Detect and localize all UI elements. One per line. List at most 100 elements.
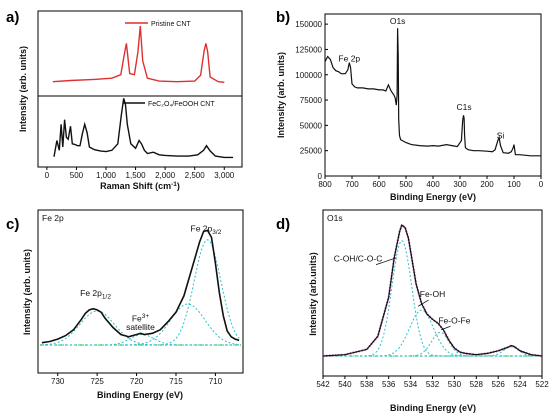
panel-b-x-tick-label: 800 [318,180,332,189]
panel-c-peak-label-text: Fe 2p [80,288,102,298]
panel-d-x-tick-label: 540 [338,380,352,389]
panel-d-leader-line [375,257,397,266]
panel-d-x-tick-label: 530 [448,380,462,389]
panel-a-series [52,25,234,159]
panel-b-x-axis-title: Binding Energy (eV) [390,192,476,202]
panel-d-peak-label: Fe-OH [420,289,446,299]
panel-a: a) 0 500 1,000 1,500 2,000 2,500 3,000 Raman S… [6,9,243,191]
panel-a-x-ticks: 0 500 1,000 1,500 2,000 2,500 3,000 [45,167,235,180]
series-fe2p-spectrum-line [41,229,240,344]
panel-d-x-tick-label: 534 [404,380,418,389]
panel-c-component-fit [41,333,240,346]
panel-d-annotations: C-OH/C-O-C Fe-OH Fe-O-Fe [334,254,471,331]
panel-d-x-tick-label: 542 [316,380,330,389]
panel-b-y-tick-label: 50000 [300,121,323,130]
panel-d-x-axis-title: Binding Energy (eV) [390,403,476,413]
panel-c-peak-label: Fe3+ [132,313,150,324]
panel-a-x-label-sup: -1 [171,181,177,188]
panel-a-x-label-main: Raman Shift (cm [100,181,171,191]
panel-b-y-tick-label: 125000 [295,45,322,54]
panel-c-peak-label-text: Fe [132,314,142,324]
panel-d-component-fit [328,309,536,357]
panel-c: c) Fe 2p 730 725 720 715 710 Fe 2p1/2 Fe3+sat… [6,209,244,400]
panel-d-x-ticks: 542 540 538 536 534 532 530 528 526 524 522 [316,376,549,389]
panel-b-annotations: Fe 2p O1s C1s Si [338,16,504,140]
panel-b: b) 800 700 600 500 400 300 200 100 0 0 25000 50000… [276,9,544,202]
panel-c-annotations: Fe 2p1/2 Fe3+satellite Fe 2p3/2 [80,224,222,332]
panel-d-x-tick-label: 532 [426,380,440,389]
panel-c-x-tick-label: 720 [130,377,144,386]
panel-d-leader-line [418,299,429,307]
series-survey-spectrum-line [324,28,541,157]
panel-a-legend-fec2o4: FeC₂O₄/FeOOH CNT [123,101,215,108]
panel-d-component-fit [328,331,536,357]
panel-c-x-tick-label: 730 [51,377,65,386]
legend-label-fec2o4: FeC₂O₄/FeOOH CNT [148,101,215,108]
panel-b-x-tick-label: 600 [372,180,386,189]
series-pristine-cnt-line [52,25,225,83]
panel-b-y-axis-title: Intensity (arb. units) [276,52,286,138]
panel-b-y-ticks: 0 25000 50000 75000 100000 125000 150000 [295,20,328,181]
panel-c-peak-label-text: Fe 2p [191,224,213,234]
panel-d-x-tick-label: 536 [382,380,396,389]
panel-c-series [41,229,240,344]
panel-d-x-tick-label: 538 [360,380,374,389]
panel-b-x-tick-label: 100 [507,180,521,189]
panel-b-frame [324,13,542,177]
panel-d-component-fit [328,346,536,357]
panel-b-x-tick-label: 500 [399,180,413,189]
panel-c-x-ticks: 730 725 720 715 710 [51,373,223,386]
panel-c-x-axis-title: Binding Energy (eV) [97,390,183,400]
panel-b-x-tick-label: 0 [539,180,544,189]
panel-c-title: Fe 2p [42,213,64,223]
panel-a-x-tick-label: 500 [70,171,84,180]
panel-d-x-tick-label: 524 [513,380,527,389]
series-o1s-spectrum-line [322,224,543,357]
panel-c-x-tick-label: 710 [209,377,223,386]
panel-b-x-tick-label: 300 [453,180,467,189]
panel-b-series [324,28,541,157]
panel-c-peak-label: Fe 2p3/2 [191,224,222,237]
panel-d-x-tick-label: 522 [535,380,549,389]
panel-d-x-tick-label: 528 [470,380,484,389]
panel-a-legend-pristine: Pristine CNT [125,21,191,28]
panel-c-x-tick-label: 715 [169,377,183,386]
panel-c-peak-label: satellite [126,322,155,332]
panel-c-peak-label: Fe 2p1/2 [80,288,111,301]
panel-b-peak-label: O1s [390,16,406,26]
series-fec2o4-feooh-cnt-line [53,98,234,159]
panel-a-x-tick-label: 2,500 [185,171,206,180]
panel-a-label: a) [6,9,19,26]
legend-label-pristine: Pristine CNT [151,21,191,28]
panel-d-title: O1s [327,213,343,223]
panel-c-fit-curves [40,239,241,346]
panel-b-x-ticks: 800 700 600 500 400 300 200 100 0 [318,176,544,189]
panel-a-x-tick-label: 1,500 [126,171,147,180]
panel-b-y-tick-label: 100000 [295,71,322,80]
panel-c-peak-label-text: satellite [126,322,155,332]
panel-a-x-tick-label: 1,000 [96,171,117,180]
panel-b-label: b) [276,9,290,26]
panel-d-series [322,224,543,357]
panel-a-x-axis-title: Raman Shift (cm-1) [100,181,180,191]
panel-a-frame [37,10,243,168]
panel-d-y-axis-title: Intensity (arb.units) [308,252,318,336]
panel-d-label: d) [276,216,290,233]
panel-d-x-tick-label: 526 [492,380,506,389]
panel-c-label: c) [6,216,19,233]
panel-a-x-tick-label: 3,000 [214,171,235,180]
panel-a-x-tick-label: 0 [45,171,50,180]
panel-d-leader-line [441,325,451,331]
panel-b-x-tick-label: 200 [480,180,494,189]
panel-b-peak-label: C1s [456,102,471,112]
panel-b-y-tick-label: 25000 [300,147,323,156]
panel-b-peak-label: Fe 2p [338,54,360,64]
panel-d-peak-label: C-OH/C-O-C [334,254,383,264]
panel-b-y-tick-label: 0 [318,172,323,181]
panel-a-y-axis-title: Intensity (arb. units) [18,46,28,132]
panel-d: d) O1s 542 540 538 536 534 532 530 528 526 524 522… [276,209,549,413]
panel-c-x-tick-label: 725 [90,377,104,386]
panel-b-peak-label: Si [497,131,505,141]
panel-d-component-fit [328,240,536,357]
